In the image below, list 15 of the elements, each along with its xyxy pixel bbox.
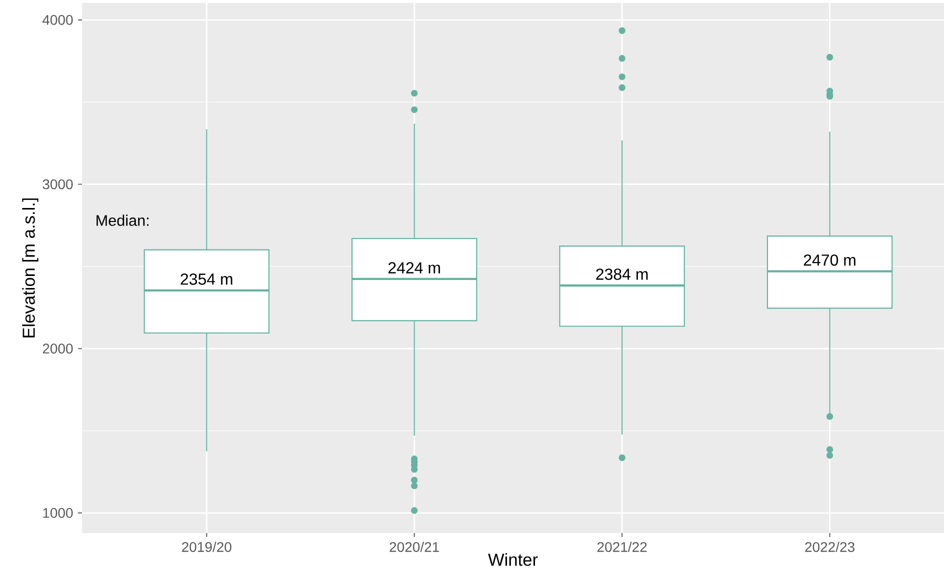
annotation: 2424 m	[388, 262, 440, 274]
x-tick-label: 2020/21	[390, 542, 439, 552]
annotation: Median:	[96, 214, 148, 226]
x-tick-label: 2021/22	[597, 542, 647, 552]
annotation: 2354 m	[180, 274, 232, 285]
y-tick-label: 3000	[42, 179, 73, 190]
x-tick-label: 2022/23	[805, 542, 854, 552]
y-axis-title: Elevation [m a.s.l.]	[22, 198, 38, 338]
x-axis-title: Winter	[488, 553, 538, 566]
y-tick-label: 4000	[42, 14, 73, 25]
x-tick-label: 2019/20	[182, 542, 232, 552]
annotation: 2470 m	[804, 254, 856, 266]
y-tick-label: 1000	[43, 508, 73, 518]
y-tick-label: 2000	[42, 344, 73, 354]
annotation: 2384 m	[596, 268, 648, 280]
